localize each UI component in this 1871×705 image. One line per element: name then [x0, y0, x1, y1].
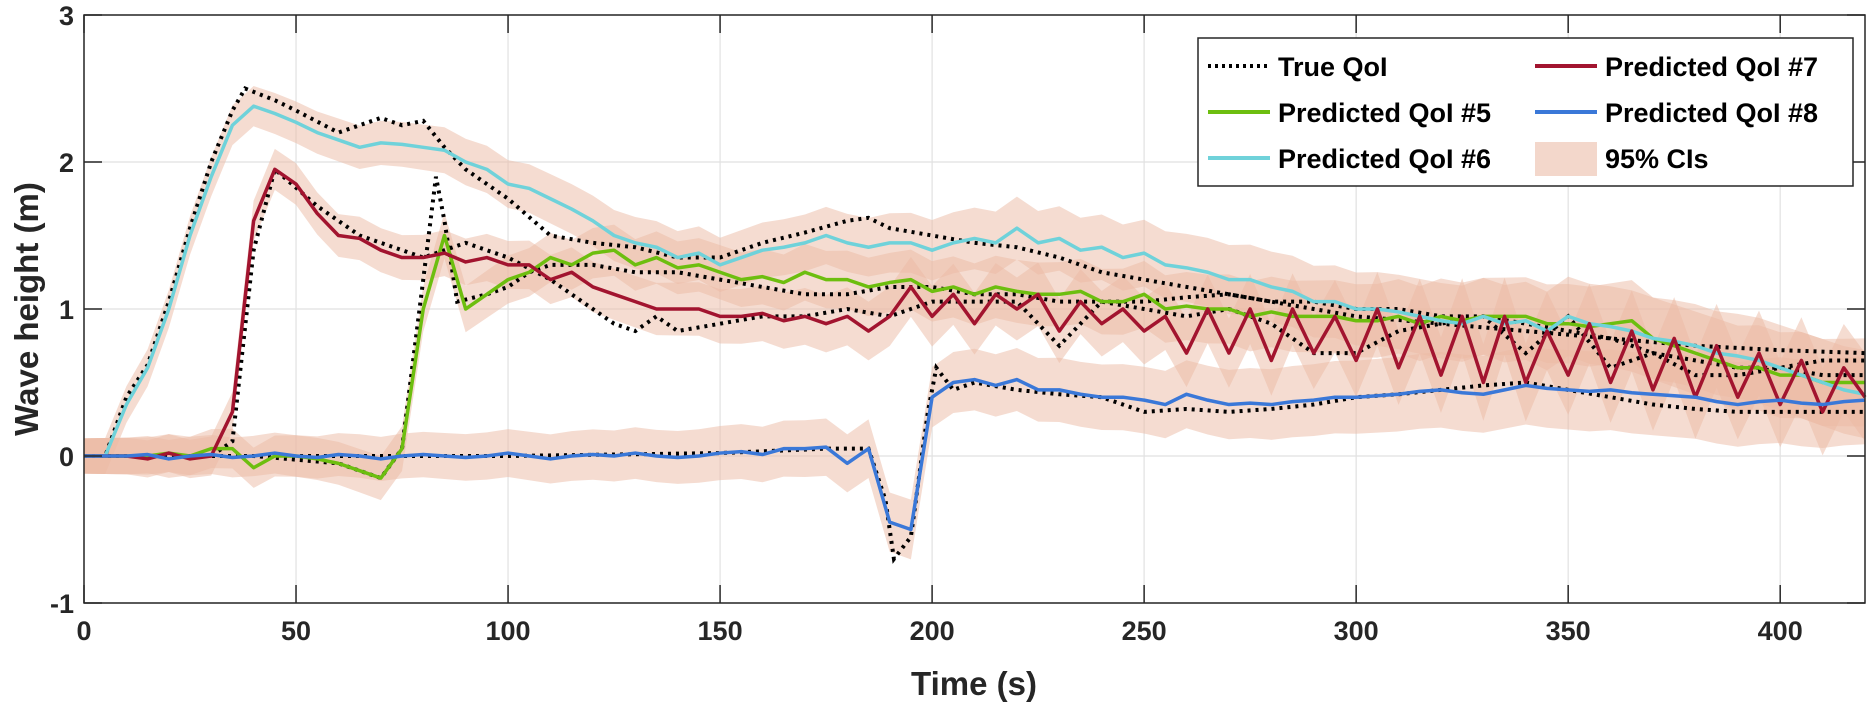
legend-label-qoi6: Predicted QoI #6	[1278, 144, 1491, 174]
x-tick-label: 350	[1546, 616, 1591, 646]
legend-label-qoi5: Predicted QoI #5	[1278, 98, 1491, 128]
y-tick-label: 0	[59, 442, 74, 472]
x-tick-label: 150	[698, 616, 743, 646]
legend: True QoI Predicted QoI #5 Predicted QoI …	[1197, 37, 1854, 187]
ci-band-qoi8	[84, 346, 1865, 560]
y-axis-label: Wave height (m)	[8, 182, 45, 436]
y-tick-label: -1	[50, 589, 74, 619]
confidence-bands	[84, 85, 1865, 560]
predicted-line-qoi6	[84, 104, 1866, 458]
true-qoi-line	[84, 86, 1866, 458]
ci-band-qoi6	[84, 85, 1865, 474]
true-qoi-line	[84, 176, 1865, 481]
predicted-line-qoi5	[84, 233, 1865, 480]
y-tick-label: 3	[59, 1, 74, 31]
ci-band-qoi7	[84, 148, 1865, 479]
x-tick-label: 100	[486, 616, 531, 646]
x-tick-label: 50	[281, 616, 311, 646]
x-tick-label: 200	[910, 616, 955, 646]
legend-box	[1197, 37, 1854, 187]
x-axis-label: Time (s)	[911, 665, 1037, 702]
x-tick-label: 250	[1122, 616, 1167, 646]
x-tick-label: 300	[1334, 616, 1379, 646]
x-tick-label: 0	[76, 616, 91, 646]
legend-swatch-ci	[1535, 142, 1597, 176]
series-lines	[84, 86, 1867, 564]
predicted-line-qoi8	[84, 377, 1866, 532]
y-tick-label: 1	[59, 295, 74, 325]
x-tick-label: 400	[1758, 616, 1803, 646]
y-tick-label: 2	[59, 148, 74, 178]
legend-label-ci: 95% CIs	[1605, 144, 1709, 174]
legend-label-true: True QoI	[1278, 52, 1388, 82]
predicted-line-qoi7	[84, 167, 1867, 461]
legend-label-qoi8: Predicted QoI #8	[1605, 98, 1818, 128]
legend-label-qoi7: Predicted QoI #7	[1605, 52, 1818, 82]
